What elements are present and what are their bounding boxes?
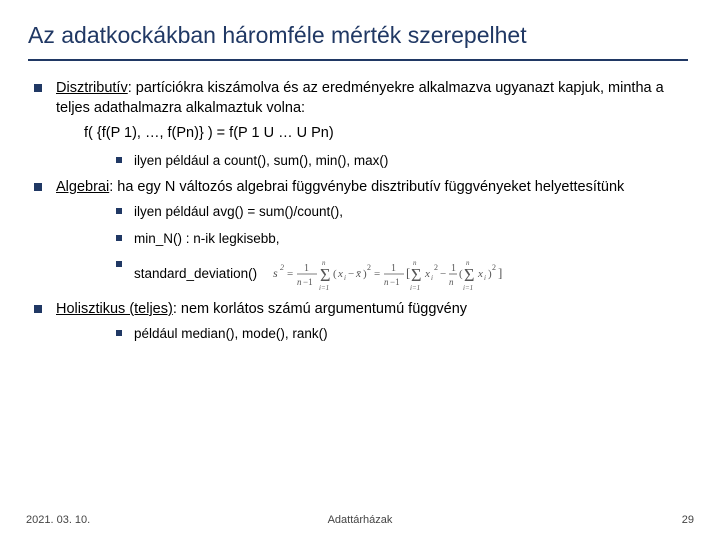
sub-bullet: ilyen például avg() = sum()/count(), xyxy=(28,203,692,221)
svg-text:n: n xyxy=(466,259,470,267)
svg-text:x: x xyxy=(337,268,343,280)
svg-text:Σ: Σ xyxy=(464,265,474,285)
slide-content: Disztributív: partíciókra kiszámolva és … xyxy=(28,79,692,344)
svg-text:i: i xyxy=(344,274,346,282)
svg-text:n: n xyxy=(449,277,454,287)
svg-text:1: 1 xyxy=(304,263,309,274)
bullet-disztributiv: Disztributív: partíciókra kiszámolva és … xyxy=(28,79,692,118)
square-bullet-icon xyxy=(34,305,42,313)
svg-text:2: 2 xyxy=(367,263,371,272)
svg-text:(: ( xyxy=(333,268,337,280)
bullet-text: Disztributív: partíciókra kiszámolva és … xyxy=(56,79,692,118)
svg-text:i=1: i=1 xyxy=(319,284,329,292)
svg-text:2: 2 xyxy=(280,263,284,272)
svg-text:s: s xyxy=(273,266,278,280)
svg-text:(: ( xyxy=(459,268,463,280)
sub-bullet: standard_deviation() s 2 = 1 n −1 Σ n i=… xyxy=(28,256,692,292)
rest-holisztikus: : nem korlátos számú argumentumú függvén… xyxy=(173,301,467,317)
svg-text:]: ] xyxy=(498,265,502,280)
term-holisztikus: Holisztikus (teljes) xyxy=(56,301,173,317)
rest-algebrai: : ha egy N változós algebrai függvénybe … xyxy=(109,179,624,195)
square-bullet-icon xyxy=(116,261,122,267)
square-bullet-icon xyxy=(116,208,122,214)
sub-bullet: például median(), mode(), rank() xyxy=(28,325,692,343)
sub-text: például median(), mode(), rank() xyxy=(134,325,692,343)
svg-text:i: i xyxy=(431,274,433,282)
square-bullet-icon xyxy=(116,157,122,163)
footer-page-number: 29 xyxy=(682,514,694,526)
svg-text:=: = xyxy=(374,268,380,280)
slide-footer: 2021. 03. 10. Adattárházak 29 xyxy=(0,514,720,526)
slide-title: Az adatkockákban háromféle mérték szerep… xyxy=(28,22,692,49)
svg-text:x̄: x̄ xyxy=(355,268,361,280)
svg-text:i: i xyxy=(484,274,486,282)
square-bullet-icon xyxy=(34,183,42,191)
sub-text: ilyen például avg() = sum()/count(), xyxy=(134,203,692,221)
bullet-algebrai: Algebrai: ha egy N változós algebrai füg… xyxy=(28,178,692,198)
bullet-text: Algebrai: ha egy N változós algebrai füg… xyxy=(56,178,692,198)
sub-text: ilyen például a count(), sum(), min(), m… xyxy=(134,152,692,170)
svg-text:1: 1 xyxy=(391,263,396,274)
svg-text:−: − xyxy=(440,268,446,280)
svg-text:=: = xyxy=(287,268,293,280)
rest-disztributiv: : partíciókra kiszámolva és az eredménye… xyxy=(56,80,664,116)
footer-center: Adattárházak xyxy=(328,514,393,526)
bullet-text: Holisztikus (teljes): nem korlátos számú… xyxy=(56,300,692,320)
square-bullet-icon xyxy=(34,84,42,92)
title-underline xyxy=(28,59,688,61)
svg-text:2: 2 xyxy=(492,263,496,272)
footer-date: 2021. 03. 10. xyxy=(26,514,90,526)
svg-text:i=1: i=1 xyxy=(410,284,420,292)
svg-text:[: [ xyxy=(406,265,410,280)
svg-text:x: x xyxy=(424,268,430,280)
square-bullet-icon xyxy=(116,235,122,241)
sub-text: standard_deviation() xyxy=(134,265,257,283)
svg-text:n: n xyxy=(322,259,326,267)
svg-text:n: n xyxy=(413,259,417,267)
svg-text:2: 2 xyxy=(434,263,438,272)
variance-formula-image: s 2 = 1 n −1 Σ n i=1 ( x i − x̄ ) 2 xyxy=(273,256,528,292)
svg-text:i=1: i=1 xyxy=(463,284,473,292)
bullet-holisztikus: Holisztikus (teljes): nem korlátos számú… xyxy=(28,300,692,320)
svg-text:−: − xyxy=(348,268,354,280)
formula-disztributiv: f( {f(P 1), …, f(Pn)} ) = f(P 1 U … U Pn… xyxy=(28,124,692,144)
svg-text:n: n xyxy=(384,277,389,287)
sub-bullet: min_N() : n-ik legkisebb, xyxy=(28,230,692,248)
sub-text: min_N() : n-ik legkisebb, xyxy=(134,230,692,248)
svg-text:−1: −1 xyxy=(303,277,313,287)
svg-text:−1: −1 xyxy=(390,277,400,287)
sub-bullet: ilyen például a count(), sum(), min(), m… xyxy=(28,152,692,170)
square-bullet-icon xyxy=(116,330,122,336)
svg-text:1: 1 xyxy=(451,263,456,274)
term-disztributiv: Disztributív xyxy=(56,80,128,96)
svg-text:n: n xyxy=(297,277,302,287)
svg-text:x: x xyxy=(477,268,483,280)
svg-text:Σ: Σ xyxy=(411,265,421,285)
svg-text:Σ: Σ xyxy=(320,265,330,285)
term-algebrai: Algebrai xyxy=(56,179,109,195)
